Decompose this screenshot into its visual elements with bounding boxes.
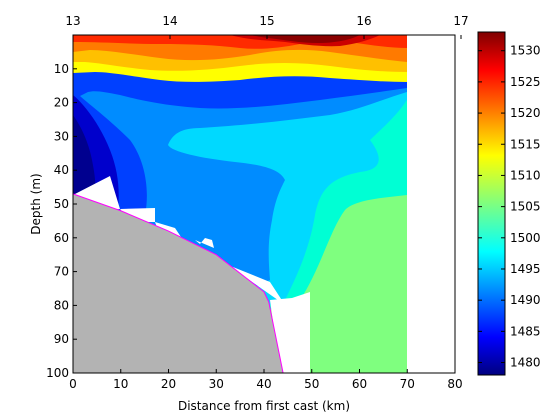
colorbar-tick-label: 1510 <box>510 168 541 182</box>
top-tick-label: 13 <box>65 14 80 28</box>
colorbar <box>477 31 506 376</box>
contour-band-1533 <box>250 35 360 43</box>
colorbar-tick-label: 1490 <box>510 293 541 307</box>
x-tick-label: 0 <box>69 377 77 391</box>
seafloor-line <box>72 193 284 374</box>
x-tick-label: 30 <box>209 377 224 391</box>
top-axis: 13 14 15 16 17 <box>65 14 469 39</box>
colorbar-tick-label: 1495 <box>510 262 541 276</box>
y-tick-label: 20 <box>54 96 69 110</box>
x-tick-label: 40 <box>256 377 271 391</box>
colorbar-tick-label: 1515 <box>510 137 541 151</box>
x-tick-label: 20 <box>161 377 176 391</box>
top-tick-label: 15 <box>259 14 274 28</box>
y-tick-label: 70 <box>54 265 69 279</box>
colorbar-tick-label: 1485 <box>510 324 541 338</box>
top-tick-label: 16 <box>356 14 371 28</box>
y-tick-label: 10 <box>54 62 69 76</box>
x-tick-label: 50 <box>304 377 319 391</box>
y-tick-label: 90 <box>54 332 69 346</box>
y-tick-label: 40 <box>54 163 69 177</box>
cast-dropout-gaps <box>73 176 310 373</box>
seafloor-fill <box>73 193 284 373</box>
colorbar-tick-label: 1505 <box>510 200 541 214</box>
y-tick-label: 30 <box>54 129 69 143</box>
top-tick-label: 17 <box>453 14 468 28</box>
y-tick-label: 60 <box>54 231 69 245</box>
x-axis: 0 10 20 30 40 50 60 70 80 <box>69 369 463 391</box>
y-tick-label: 50 <box>54 197 69 211</box>
x-tick-label: 60 <box>352 377 367 391</box>
x-tick-label: 80 <box>447 377 462 391</box>
y-tick-label: 80 <box>54 298 69 312</box>
top-tick-label: 14 <box>162 14 177 28</box>
contour-band-1480 <box>73 115 96 200</box>
x-tick-label: 10 <box>113 377 128 391</box>
y-axis: 10 20 30 40 50 60 70 80 90 100 <box>46 62 77 380</box>
y-axis-label: Depth (m) <box>29 173 43 234</box>
colorbar-tick-label: 1525 <box>510 75 541 89</box>
x-axis-label: Distance from first cast (km) <box>178 399 350 413</box>
no-data-region <box>407 35 454 373</box>
colorbar-tick-label: 1530 <box>510 44 541 58</box>
colorbar-tick-label: 1500 <box>510 231 541 245</box>
colorbar-tick-label: 1520 <box>510 106 541 120</box>
colorbar-tick-label: 1480 <box>510 356 541 370</box>
y-tick-label: 100 <box>46 366 69 380</box>
colorbar-ticks: 1480 1485 1490 1495 1500 1505 1510 1515 1520 1525… <box>478 44 541 370</box>
x-tick-label: 70 <box>400 377 415 391</box>
